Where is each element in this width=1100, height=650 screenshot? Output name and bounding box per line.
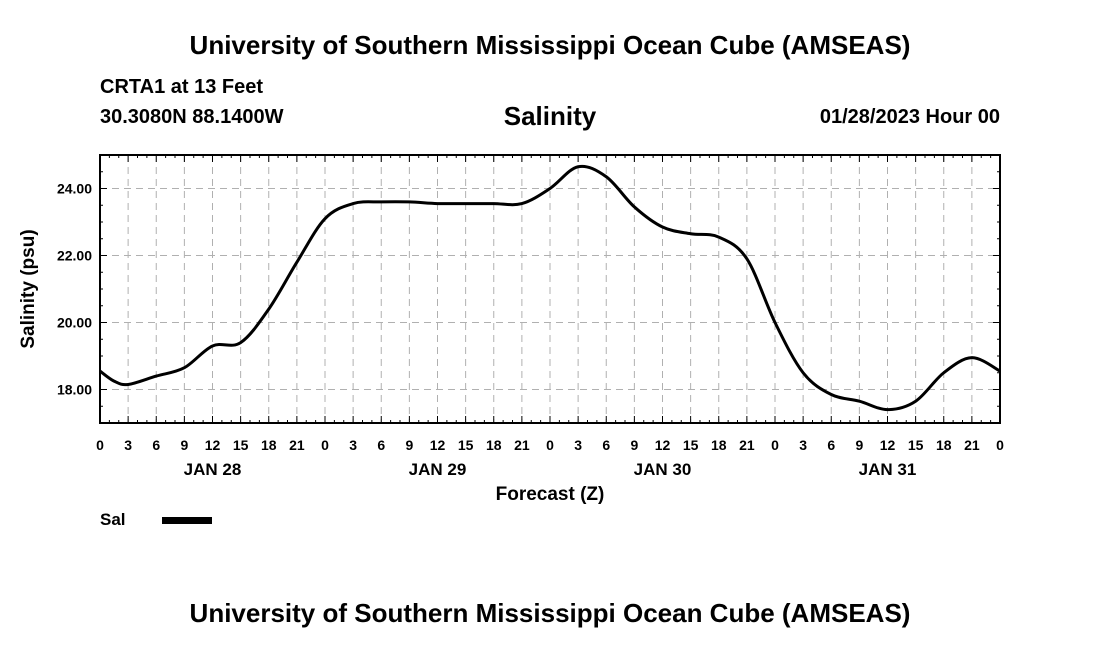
x-tick-label: 12	[430, 437, 446, 453]
y-tick-label: 24.00	[57, 181, 92, 197]
x-tick-label: 3	[574, 437, 582, 453]
x-tick-label: 0	[996, 437, 1004, 453]
x-tick-label: 21	[289, 437, 305, 453]
x-tick-label: 6	[377, 437, 385, 453]
x-tick-label: 3	[124, 437, 132, 453]
x-tick-label: 18	[711, 437, 727, 453]
x-tick-label: 21	[739, 437, 755, 453]
x-date-label: JAN 29	[409, 460, 467, 479]
y-tick-label: 18.00	[57, 382, 92, 398]
footer-title: University of Southern Mississippi Ocean…	[189, 598, 911, 628]
x-tick-label: 15	[908, 437, 924, 453]
x-tick-label: 18	[261, 437, 277, 453]
x-axis-label: Forecast (Z)	[496, 484, 605, 505]
x-tick-label: 12	[880, 437, 896, 453]
legend-label: Sal	[100, 510, 126, 529]
x-tick-label: 15	[458, 437, 474, 453]
x-tick-label: 0	[771, 437, 779, 453]
chart-title: Salinity	[503, 101, 597, 131]
x-tick-label: 9	[855, 437, 863, 453]
series-line-sal	[99, 164, 1001, 412]
x-tick-label: 6	[602, 437, 610, 453]
x-tick-label: 9	[180, 437, 188, 453]
x-date-label: JAN 30	[634, 460, 692, 479]
x-tick-label: 18	[936, 437, 952, 453]
coordinates-label: 30.3080N 88.1400W	[100, 106, 284, 128]
x-tick-label: 21	[514, 437, 530, 453]
x-tick-label: 12	[205, 437, 221, 453]
legend-swatch	[162, 517, 212, 524]
x-tick-label: 9	[630, 437, 638, 453]
station-label: CRTA1 at 13 Feet	[100, 76, 264, 98]
y-tick-label: 20.00	[57, 315, 92, 331]
x-tick-label: 18	[486, 437, 502, 453]
x-tick-label: 12	[655, 437, 671, 453]
x-tick-label: 3	[349, 437, 357, 453]
x-tick-label: 0	[96, 437, 104, 453]
x-date-label: JAN 28	[184, 460, 242, 479]
x-tick-label: 6	[152, 437, 160, 453]
y-axis-label: Salinity (psu)	[18, 229, 39, 348]
run-time-label: 01/28/2023 Hour 00	[819, 106, 1000, 128]
x-tick-label: 0	[321, 437, 329, 453]
x-tick-label: 0	[546, 437, 554, 453]
x-tick-label: 15	[683, 437, 699, 453]
x-tick-label: 15	[233, 437, 249, 453]
x-tick-label: 6	[827, 437, 835, 453]
x-tick-label: 9	[405, 437, 413, 453]
x-date-label: JAN 31	[859, 460, 917, 479]
x-tick-label: 3	[799, 437, 807, 453]
x-tick-label: 21	[964, 437, 980, 453]
y-tick-label: 22.00	[57, 248, 92, 264]
page-title: University of Southern Mississippi Ocean…	[189, 30, 911, 60]
